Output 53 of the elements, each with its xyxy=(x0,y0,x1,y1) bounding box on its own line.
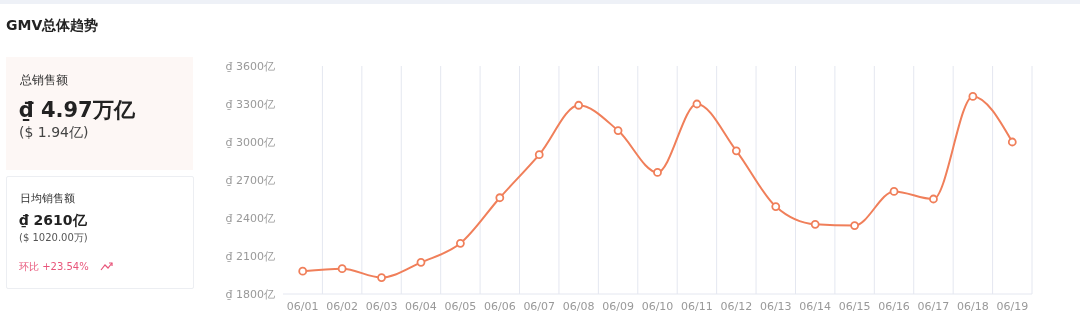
point xyxy=(771,202,781,211)
y-tick-label: ₫ 3300亿 xyxy=(225,97,275,111)
x-tick-label: 06/06 xyxy=(483,299,516,313)
y-tick-label: ₫ 2400亿 xyxy=(225,211,275,225)
x-tick-label: 06/04 xyxy=(405,299,437,313)
x-tick-label: 06/14 xyxy=(799,299,832,313)
point xyxy=(495,193,505,203)
point xyxy=(653,168,662,177)
point xyxy=(968,92,978,101)
x-tick-label: 06/16 xyxy=(878,299,910,313)
x-tick-label: 06/02 xyxy=(326,299,358,313)
x-tick-label: 06/11 xyxy=(681,299,713,313)
text: 环比 +23.54% xyxy=(19,260,89,274)
point xyxy=(1007,137,1017,147)
y-tick-label: ₫ 3000亿 xyxy=(225,135,275,149)
x-tick-label: 06/05 xyxy=(444,299,477,313)
point xyxy=(574,100,584,110)
text: GMV总体趋势 xyxy=(6,17,99,35)
point xyxy=(889,187,899,196)
y-tick-label: ₫ 2100亿 xyxy=(225,249,275,263)
x-tick-label: 06/08 xyxy=(562,299,595,313)
x-tick-label: 06/18 xyxy=(957,299,989,313)
y-tick-label: ₫ 1800亿 xyxy=(225,287,275,301)
x-tick-label: 06/13 xyxy=(759,299,792,313)
x-tick-label: 06/10 xyxy=(641,299,674,313)
point xyxy=(298,266,308,276)
text: ₫ 4.97万亿 xyxy=(19,97,135,124)
point xyxy=(613,126,623,135)
x-tick-label: 06/17 xyxy=(917,299,950,313)
point xyxy=(456,238,465,248)
point xyxy=(731,146,741,156)
text: 日均销售额 xyxy=(20,191,75,206)
text: ($ 1020.00万) xyxy=(19,231,88,245)
text: ($ 1.94亿) xyxy=(19,124,89,142)
x-tick-label: 06/19 xyxy=(996,299,1029,313)
point xyxy=(377,273,386,282)
text: ₫ 2610亿 xyxy=(19,212,87,230)
point xyxy=(810,219,820,229)
point xyxy=(692,99,702,109)
x-tick-label: 06/07 xyxy=(523,299,556,313)
text: 总销售额 xyxy=(20,72,68,89)
x-tick-label: 06/09 xyxy=(602,299,634,313)
point xyxy=(337,264,347,274)
point xyxy=(416,257,426,267)
x-tick-label: 06/15 xyxy=(838,299,871,313)
y-tick-label: ₫ 2700亿 xyxy=(225,173,275,187)
y-tick-label: ₫ 3600亿 xyxy=(225,59,275,73)
x-tick-label: 06/01 xyxy=(286,299,319,313)
point xyxy=(534,150,544,160)
point xyxy=(850,221,860,230)
x-tick-label: 06/03 xyxy=(365,299,398,313)
point xyxy=(929,194,938,204)
x-tick-label: 06/12 xyxy=(720,299,753,313)
